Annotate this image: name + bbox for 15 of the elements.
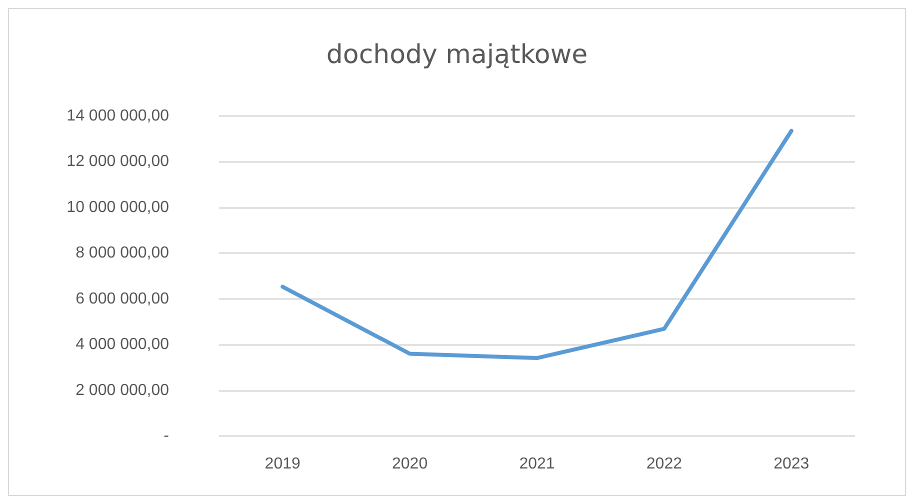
chart-title: dochody majątkowe (326, 40, 588, 70)
x-tick-label: 2019 (264, 456, 300, 472)
y-tick-label: 6 000 000,00 (76, 290, 170, 308)
y-tick-label: 2 000 000,00 (76, 382, 170, 399)
y-tick-label: 10 000 000,00 (66, 198, 170, 216)
x-tick-label: 2022 (646, 456, 682, 472)
x-tick-label: 2021 (519, 456, 555, 472)
y-tick-label: 4 000 000,00 (76, 336, 170, 354)
y-tick-label: 14 000 000,00 (66, 108, 170, 124)
y-tick-label: 12 000 000,00 (66, 153, 170, 170)
y-tick-label: - (164, 428, 169, 444)
line-series (280, 128, 794, 360)
x-tick-label: 2020 (392, 456, 428, 472)
y-tick-label: 8 000 000,00 (76, 244, 170, 262)
x-tick-label: 2023 (774, 456, 810, 472)
